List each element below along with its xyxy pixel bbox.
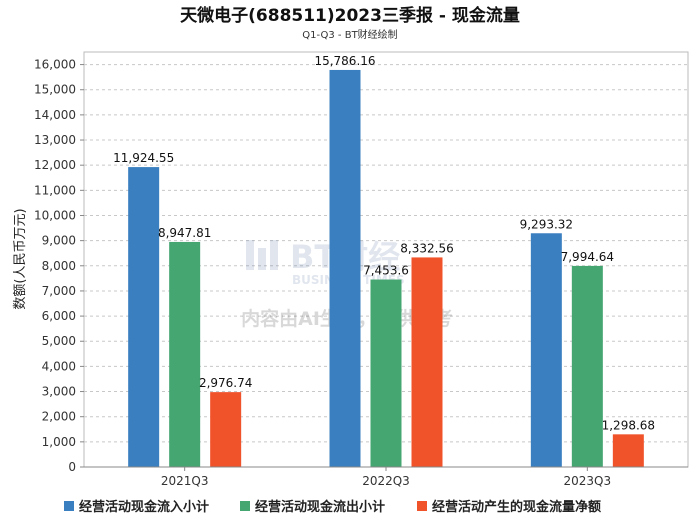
bar	[329, 69, 361, 467]
y-tick-label: 0	[68, 460, 76, 474]
data-labels: 11,924.55 8,947.81 2,976.74 15,786.16 7,453.…	[113, 54, 655, 432]
y-tick-label: 5,000	[42, 334, 76, 348]
x-axis: 2021Q3 2022Q3 2023Q3	[84, 466, 688, 488]
bar-value-label: 11,924.55	[113, 151, 174, 165]
chart-subtitle: Q1-Q3 - BT财经绘制	[302, 28, 397, 41]
x-tick-label: 2021Q3	[161, 474, 209, 488]
legend-swatch	[417, 501, 427, 511]
x-tick-label: 2022Q3	[362, 474, 410, 488]
y-tick-label: 13,000	[34, 133, 76, 147]
y-axis-title: 数额(人民币万元)	[13, 208, 28, 309]
y-tick-label: 16,000	[34, 58, 76, 72]
bar-value-label: 7,994.64	[561, 250, 614, 264]
legend-label: 经营活动现金流出小计	[255, 499, 385, 515]
y-tick-label: 8,000	[42, 259, 76, 273]
legend-swatch	[64, 501, 74, 511]
bar	[370, 279, 402, 467]
bar	[128, 167, 160, 467]
chart-title: 天微电子(688511)2023三季报 - 现金流量	[180, 5, 520, 26]
bar	[612, 434, 644, 467]
legend-label: 经营活动现金流入小计	[79, 499, 209, 515]
bar-value-label: 8,947.81	[158, 226, 211, 240]
bar-value-label: 15,786.16	[314, 54, 375, 68]
bar-value-label: 1,298.68	[602, 418, 655, 432]
bar-value-label: 7,453.6	[363, 264, 409, 278]
legend: 经营活动现金流入小计 经营活动现金流出小计 经营活动产生的现金流量净额	[64, 499, 601, 515]
y-tick-label: 11,000	[34, 183, 76, 197]
bar	[169, 241, 201, 467]
brand-logo-mark	[246, 240, 278, 270]
y-tick-label: 3,000	[42, 385, 76, 399]
legend-swatch	[240, 501, 250, 511]
bar-value-label: 2,976.74	[199, 376, 252, 390]
x-tick-label: 2023Q3	[564, 474, 612, 488]
bar-value-label: 8,332.56	[400, 241, 453, 255]
bar	[571, 265, 603, 467]
y-tick-label: 9,000	[42, 234, 76, 248]
bars	[128, 69, 644, 467]
legend-label: 经营活动产生的现金流量净额	[432, 499, 601, 515]
y-tick-label: 1,000	[42, 435, 76, 449]
bar	[411, 257, 443, 467]
bar	[210, 392, 242, 467]
y-tick-label: 2,000	[42, 410, 76, 424]
bar-value-label: 9,293.32	[520, 217, 573, 231]
y-tick-label: 12,000	[34, 158, 76, 172]
y-tick-label: 7,000	[42, 284, 76, 298]
y-tick-label: 10,000	[34, 208, 76, 222]
bar	[530, 233, 562, 467]
y-tick-label: 14,000	[34, 108, 76, 122]
y-axis: 0 1,000 2,000 3,000 4,000 5,000 6,000 7,000 8,00…	[34, 58, 84, 474]
y-tick-label: 15,000	[34, 83, 76, 97]
y-tick-label: 4,000	[42, 359, 76, 373]
y-tick-label: 6,000	[42, 309, 76, 323]
